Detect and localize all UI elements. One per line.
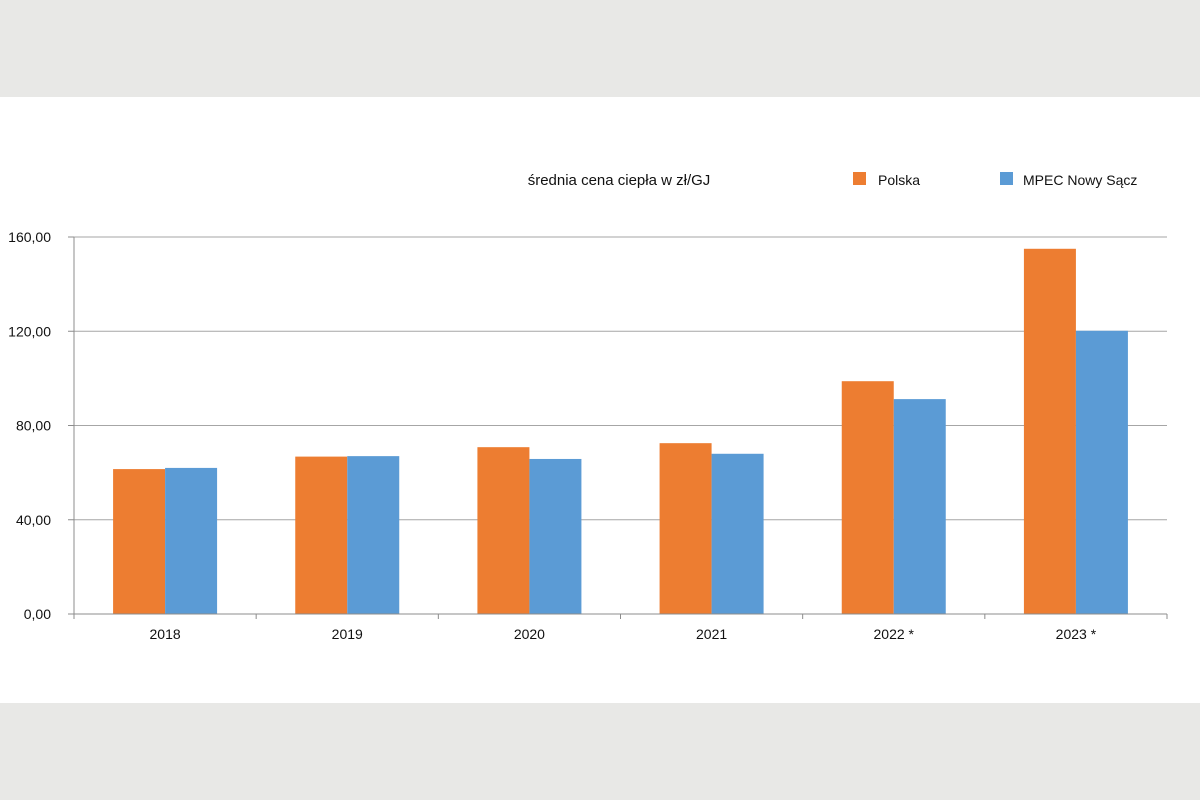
y-tick-label: 80,00 xyxy=(16,418,51,434)
gridlines xyxy=(68,236,1167,615)
x-tick-label: 2022 * xyxy=(874,626,915,642)
bar-polska xyxy=(295,456,348,614)
x-tick-label: 2021 xyxy=(696,626,727,642)
x-tick-label: 2018 xyxy=(150,626,181,642)
legend-swatch-mpec xyxy=(1000,172,1013,185)
bar-mpec xyxy=(529,458,582,614)
bar-mpec xyxy=(1075,330,1128,614)
legend: Polska MPEC Nowy Sącz xyxy=(853,172,1137,188)
bar-mpec xyxy=(165,467,218,614)
y-tick-label: 40,00 xyxy=(16,512,51,528)
bar-mpec xyxy=(711,453,764,614)
y-tick-label: 0,00 xyxy=(24,606,51,622)
bar-polska xyxy=(1023,248,1076,614)
y-tick-label: 160,00 xyxy=(8,229,51,245)
legend-label-polska: Polska xyxy=(878,172,920,188)
bars xyxy=(113,248,1128,614)
legend-label-mpec: MPEC Nowy Sącz xyxy=(1023,172,1137,188)
bar-polska xyxy=(113,469,166,614)
x-tick-labels: 2018 2019 2020 2021 2022 * 2023 * xyxy=(73,614,1168,642)
legend-swatch-polska xyxy=(853,172,866,185)
bar-mpec xyxy=(893,399,946,614)
chart-panel: 0,00 40,00 80,00 120,00 160,00 2018 2019 2020 2… xyxy=(0,97,1200,703)
chart-title: średnia cena ciepła w zł/GJ xyxy=(528,172,711,189)
x-tick-label: 2020 xyxy=(514,626,545,642)
bar-polska xyxy=(659,443,712,614)
y-tick-label: 120,00 xyxy=(8,323,51,339)
x-tick-label: 2019 xyxy=(332,626,363,642)
bar-mpec xyxy=(347,456,400,614)
bar-polska xyxy=(841,381,894,614)
x-tick-label: 2023 * xyxy=(1056,626,1097,642)
y-tick-labels: 0,00 40,00 80,00 120,00 160,00 xyxy=(8,229,51,622)
bar-polska xyxy=(477,447,530,614)
